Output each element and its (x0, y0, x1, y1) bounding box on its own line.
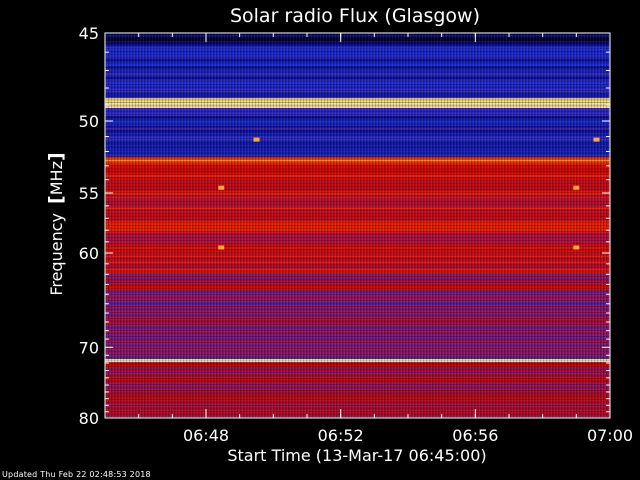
y-tick-label: 45 (79, 24, 99, 43)
texture-overlay-2 (105, 33, 610, 418)
x-tick-label: 06:56 (452, 426, 498, 445)
hot-spot (253, 137, 260, 142)
y-tick-label: 60 (79, 244, 99, 263)
y-axis-label: Frequency [MHz] (45, 152, 67, 295)
hot-spot (218, 245, 225, 250)
plot-frame (104, 32, 611, 419)
x-axis: 06:48 06:52 06:56 07:00 (104, 33, 633, 445)
y-tick-label: 50 (79, 112, 99, 131)
y-axis-unit: MHz (47, 161, 66, 195)
x-tick-label: 06:52 (318, 426, 364, 445)
hot-spot (573, 185, 580, 190)
y-axis-unit-close: ] (45, 152, 67, 161)
updated-timestamp: Updated Thu Feb 22 02:48:53 2018 (2, 470, 151, 479)
x-tick-label: 06:48 (183, 426, 229, 445)
y-tick-label: 80 (79, 409, 99, 428)
x-tick-label: 07:00 (587, 426, 633, 445)
y-axis-unit-open: [ (45, 195, 67, 204)
y-axis: 45 50 55 60 70 80 (79, 24, 610, 428)
hot-spot (593, 137, 600, 142)
x-axis-label: Start Time (13-Mar-17 06:45:00) (227, 446, 486, 465)
chart-title: Solar radio Flux (Glasgow) (230, 5, 480, 27)
y-tick-label: 70 (79, 338, 99, 357)
hot-spots (218, 137, 600, 250)
hot-spot (218, 185, 225, 190)
y-tick-label: 55 (79, 184, 99, 203)
y-axis-label-text: Frequency (47, 213, 66, 296)
svg-text:Frequency [MHz]: Frequency [MHz] (45, 152, 67, 295)
hot-spot (573, 245, 580, 250)
